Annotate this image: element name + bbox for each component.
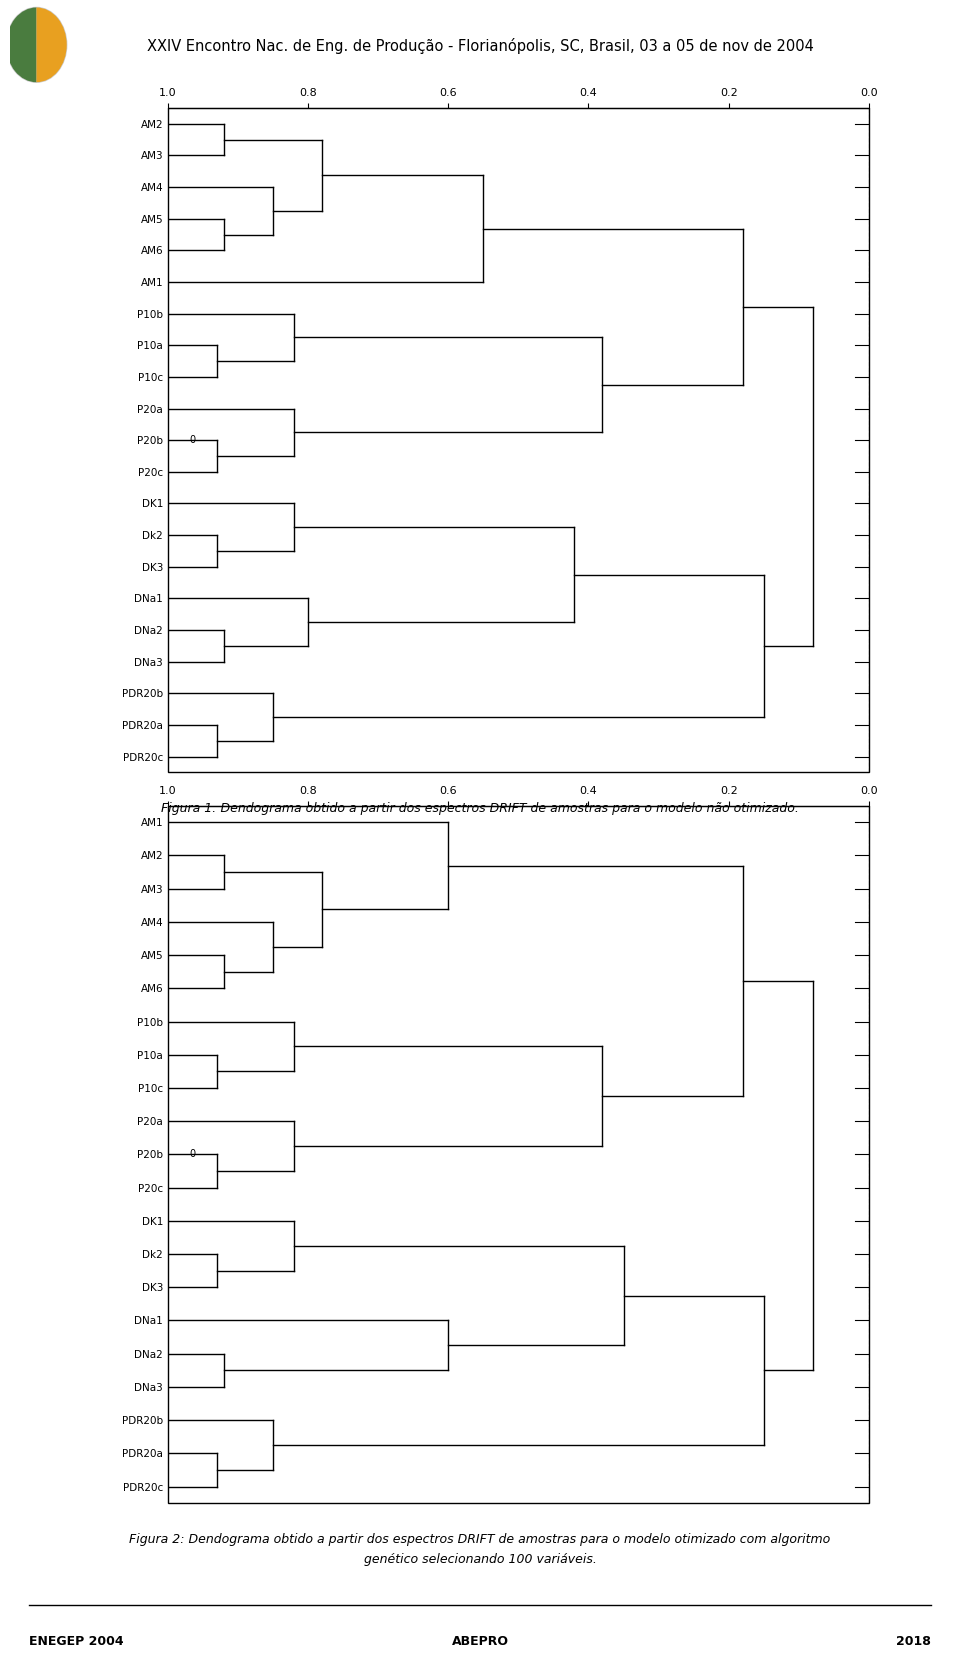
Text: genético selecionando 100 variáveis.: genético selecionando 100 variáveis. [364, 1553, 596, 1566]
Circle shape [7, 8, 66, 83]
Wedge shape [36, 8, 67, 83]
Text: 0: 0 [189, 1149, 195, 1159]
Text: Figura 1: Dendograma obtido a partir dos espectros DRIFT de amostras para o mode: Figura 1: Dendograma obtido a partir dos… [161, 802, 799, 816]
Text: XXIV Encontro Nac. de Eng. de Produção - Florianópolis, SC, Brasil, 03 a 05 de n: XXIV Encontro Nac. de Eng. de Produção -… [147, 38, 813, 53]
Text: 0: 0 [189, 435, 195, 445]
Text: Figura 2: Dendograma obtido a partir dos espectros DRIFT de amostras para o mode: Figura 2: Dendograma obtido a partir dos… [130, 1533, 830, 1546]
Wedge shape [6, 8, 36, 83]
Bar [168, 806, 869, 1503]
Text: ABEPRO: ABEPRO [451, 1634, 509, 1648]
Text: 2018: 2018 [897, 1634, 931, 1648]
Bar [168, 108, 869, 772]
Text: ENEGEP 2004: ENEGEP 2004 [29, 1634, 124, 1648]
